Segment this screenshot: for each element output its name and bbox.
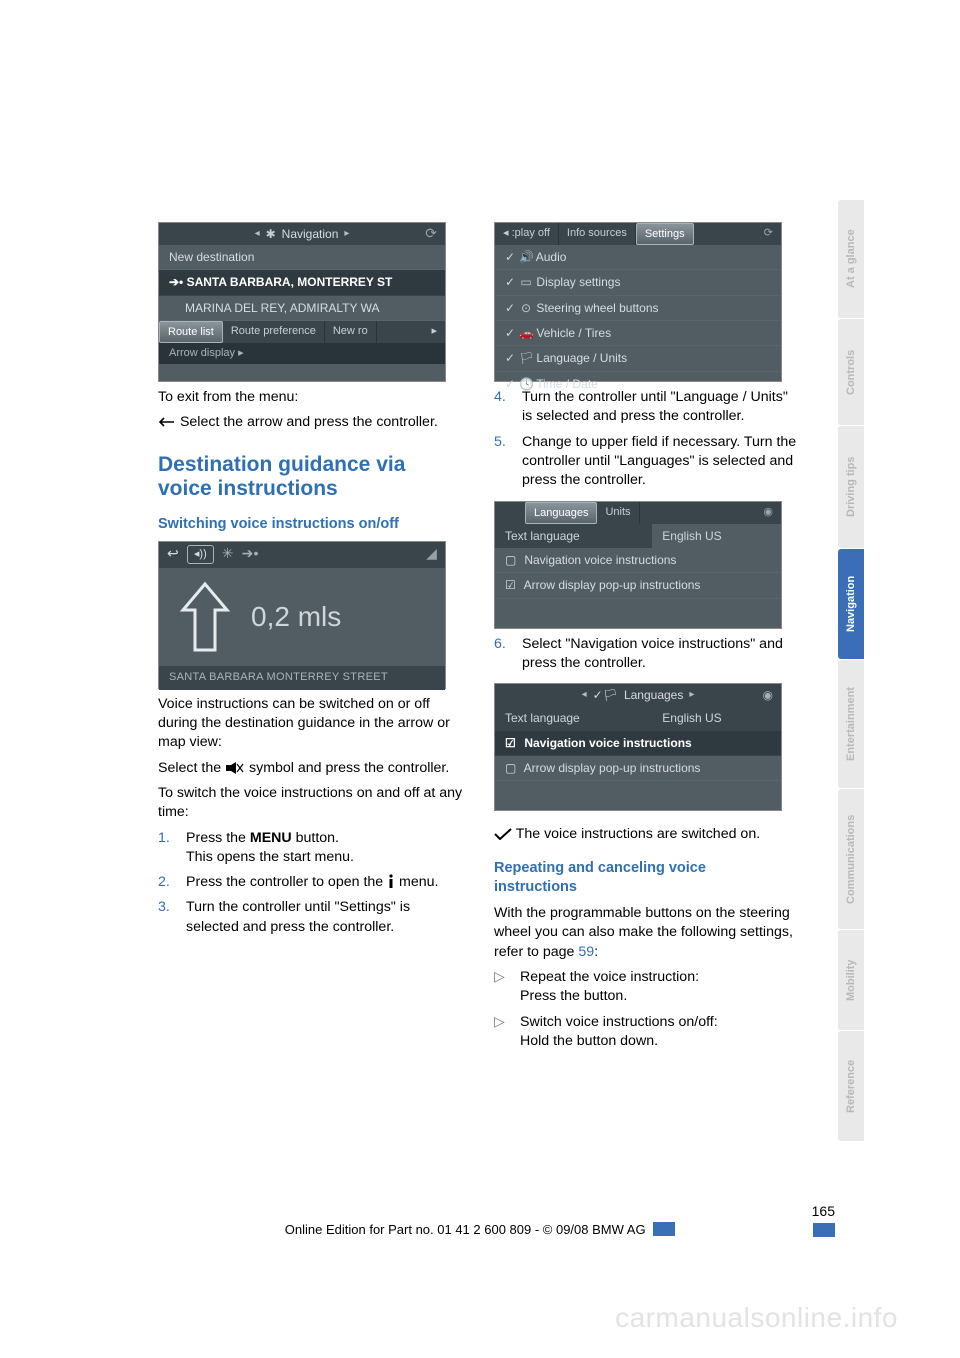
page-number: 165 bbox=[812, 1203, 835, 1219]
audio-icon: 🔊 bbox=[519, 249, 533, 265]
steps-list-right-2: 6. Select "Navigation voice instructions… bbox=[494, 635, 802, 674]
screen-row: Text language English US bbox=[495, 706, 781, 730]
screenshot-navigation-menu: ◂ ✱ Navigation ▸ ⟳ New destination ➔• SA… bbox=[158, 222, 446, 382]
display-icon: ▭ bbox=[519, 274, 533, 290]
screen-row: ➔• SANTA BARBARA, MONTERREY ST bbox=[159, 270, 445, 295]
exit-text-1: To exit from the menu: bbox=[158, 388, 466, 407]
voice-para-1: Voice instructions can be switched on or… bbox=[158, 695, 466, 753]
tab-navigation: Navigation bbox=[838, 549, 864, 659]
triangle-bullet-icon: ▷ bbox=[494, 1013, 508, 1052]
step-number: 1. bbox=[158, 829, 174, 868]
page-content: ◂ ✱ Navigation ▸ ⟳ New destination ➔• SA… bbox=[158, 222, 806, 1242]
screenshot-arrow-view: ↩ ◂)) ✳ ➔• ◢ 0,2 mls SANTA BARBARA MONTE… bbox=[158, 541, 446, 689]
distance-value: 0,2 mls bbox=[251, 598, 341, 636]
checkmark-icon bbox=[494, 828, 512, 840]
subheading-switching-voice: Switching voice instructions on/off bbox=[158, 515, 466, 535]
screen-row: ✓🕓 Time / Date bbox=[495, 372, 781, 397]
bullet-body: Switch voice instructions on/off: Hold t… bbox=[520, 1013, 802, 1052]
watermark: carmanualsonline.info bbox=[615, 1302, 898, 1334]
screen-row: ☑ Navigation voice instructions bbox=[495, 731, 781, 756]
back-icon: ↩ bbox=[167, 545, 179, 564]
switched-on-text: The voice instructions are switched on. bbox=[494, 825, 802, 844]
step-number: 2. bbox=[158, 873, 174, 892]
screen-tabrow: Route list Route preference New ro ▸ bbox=[159, 321, 445, 343]
screen-row: ✓▭ Display settings bbox=[495, 270, 781, 295]
heading-destination-guidance: Destination guidance via voice instructi… bbox=[158, 453, 466, 501]
screen-row: ▢ Arrow display pop-up instructions bbox=[495, 756, 781, 781]
mute-speaker-icon bbox=[225, 762, 245, 774]
speaker-icon: ◂)) bbox=[187, 545, 214, 564]
hdr-title: Navigation bbox=[282, 226, 339, 242]
hdr-title: Languages bbox=[624, 687, 683, 703]
tab-communications: Communications bbox=[838, 789, 864, 929]
step-body: Change to upper field if necessary. Turn… bbox=[522, 433, 802, 491]
tab-cell: Languages bbox=[525, 502, 597, 524]
footer-bar bbox=[653, 1222, 675, 1236]
screen-row: MARINA DEL REY, ADMIRALTY WA bbox=[159, 296, 445, 321]
tab-driving-tips: Driving tips bbox=[838, 426, 864, 548]
tab-cell: Units bbox=[597, 502, 639, 524]
sat-icon: ✳ bbox=[222, 545, 234, 564]
exit-text-2: Select the arrow and press the controlle… bbox=[158, 413, 466, 432]
page-link-59: 59 bbox=[578, 944, 594, 960]
vehicle-icon: 🚗 bbox=[519, 325, 533, 341]
screen-row: Text language English US bbox=[495, 524, 781, 548]
back-arrow-icon bbox=[158, 416, 176, 428]
screen-footer: Arrow display ▸ bbox=[159, 343, 445, 364]
left-column: ◂ ✱ Navigation ▸ ⟳ New destination ➔• SA… bbox=[158, 222, 466, 1242]
step-body: Press the MENU button. This opens the st… bbox=[186, 829, 466, 868]
hdr-arrow-right-icon: ▸ bbox=[344, 227, 349, 241]
screen-row: ▢ Navigation voice instructions bbox=[495, 548, 781, 573]
bullet-list: ▷ Repeat the voice instruction: Press th… bbox=[494, 968, 802, 1051]
tab-cell: New ro bbox=[325, 321, 377, 343]
wheel-icon: ⊙ bbox=[519, 300, 533, 316]
bullet-body: Repeat the voice instruction: Press the … bbox=[520, 968, 802, 1007]
subheading-repeating-canceling: Repeating and canceling voice instructio… bbox=[494, 859, 802, 898]
direction-arrow-icon bbox=[177, 578, 233, 656]
step-number: 3. bbox=[158, 898, 174, 937]
steps-list-right-1: 4. Turn the controller until "Language /… bbox=[494, 388, 802, 491]
screenshot-settings-menu: ◂ :play off Info sources Settings ⟳ ✓🔊 A… bbox=[494, 222, 782, 382]
flag-icon: 🏳 bbox=[519, 350, 533, 366]
tab-mobility: Mobility bbox=[838, 930, 864, 1030]
screenshot-languages-1: Languages Units ◉ Text language English … bbox=[494, 501, 782, 629]
i-menu-icon bbox=[387, 874, 395, 888]
screen-row: New destination bbox=[159, 245, 445, 270]
tab-cell: Settings bbox=[636, 223, 694, 245]
screen-row: ☑ Arrow display pop-up instructions bbox=[495, 573, 781, 598]
steps-list-left: 1. Press the MENU button. This opens the… bbox=[158, 829, 466, 938]
screenshot-languages-2: ◂ ✓🏳 Languages ▸ ◉ Text language English… bbox=[494, 683, 782, 811]
step-body: Turn the controller until "Settings" is … bbox=[186, 898, 466, 937]
screen-row: ✓🚗 Vehicle / Tires bbox=[495, 321, 781, 346]
tab-at-a-glance: At a glance bbox=[838, 200, 864, 318]
tab-cell: Route list bbox=[159, 321, 223, 343]
screen-row: ✓🏳 Language / Units bbox=[495, 346, 781, 371]
clock-icon: 🕓 bbox=[519, 376, 533, 392]
tab-reference: Reference bbox=[838, 1031, 864, 1141]
tab-cell: Info sources bbox=[559, 223, 636, 245]
voice-para-3: To switch the voice instructions on and … bbox=[158, 784, 466, 823]
steering-wheel-para: With the programmable buttons on the ste… bbox=[494, 904, 802, 962]
hdr-arrow-left-icon: ◂ bbox=[255, 227, 260, 241]
step-body: Select "Navigation voice instructions" a… bbox=[522, 635, 802, 674]
tab-entertainment: Entertainment bbox=[838, 660, 864, 788]
tab-cell: Route preference bbox=[223, 321, 325, 343]
dest-icon: ➔• bbox=[242, 545, 259, 564]
right-column: ◂ :play off Info sources Settings ⟳ ✓🔊 A… bbox=[494, 222, 802, 1242]
triangle-bullet-icon: ▷ bbox=[494, 968, 508, 1007]
tab-cell: ◂ :play off bbox=[495, 223, 559, 245]
voice-para-2: Select the symbol and press the controll… bbox=[158, 759, 466, 778]
step-number: 6. bbox=[494, 635, 510, 674]
screen-row: ✓🔊 Audio bbox=[495, 245, 781, 270]
tab-controls: Controls bbox=[838, 319, 864, 425]
street-name: SANTA BARBARA MONTERREY STREET bbox=[159, 666, 445, 690]
step-number: 5. bbox=[494, 433, 510, 491]
online-edition-line: Online Edition for Part no. 01 41 2 600 … bbox=[0, 1222, 960, 1237]
section-tabs: At a glance Controls Driving tips Naviga… bbox=[838, 200, 864, 1142]
step-body: Press the controller to open the menu. bbox=[186, 873, 466, 892]
screen-row: ✓⊙ Steering wheel buttons bbox=[495, 296, 781, 321]
